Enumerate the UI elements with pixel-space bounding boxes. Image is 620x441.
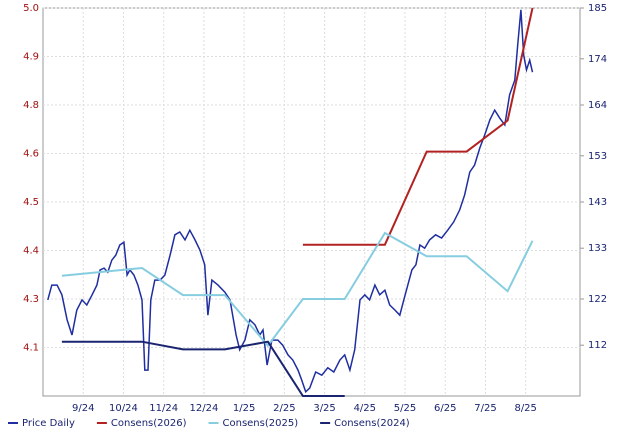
series-line [61, 231, 534, 348]
y-tick-label: 4.9 [23, 52, 39, 63]
y2-tick-label: 133 [588, 243, 607, 254]
y2-tick-label: 153 [588, 151, 607, 162]
x-tick-label: 8/25 [514, 403, 536, 414]
y-tick-label: 4.8 [23, 100, 39, 111]
legend-label: Consens(2025) [223, 418, 299, 429]
y-tick-label: 4.6 [23, 149, 39, 160]
x-tick-label: 9/24 [72, 403, 94, 414]
series-line [47, 9, 534, 394]
x-tick-label: 6/25 [434, 403, 456, 414]
y-tick-label: 5.0 [23, 3, 39, 14]
x-tick-label: 12/24 [189, 403, 218, 414]
y-tick-label: 4.4 [23, 246, 39, 257]
x-tick-label: 7/25 [474, 403, 496, 414]
y2-tick-label: 164 [588, 100, 607, 111]
x-tick-label: 3/25 [313, 403, 335, 414]
x-tick-label: 5/25 [394, 403, 416, 414]
y2-tick-label: 143 [588, 197, 607, 208]
y2-tick-label: 174 [588, 54, 607, 65]
y2-tick-label: 122 [588, 294, 607, 305]
x-tick-label: 4/25 [354, 403, 376, 414]
legend-label: Price Daily [22, 418, 75, 429]
x-tick-label: 1/25 [233, 403, 255, 414]
x-tick-label: 10/24 [109, 403, 138, 414]
series-line [61, 340, 345, 397]
series-line [302, 7, 534, 246]
y2-tick-label: 112 [588, 340, 607, 351]
legend-label: Consens(2026) [111, 418, 187, 429]
y-tick-label: 4.5 [23, 197, 39, 208]
legend-label: Consens(2024) [334, 418, 410, 429]
x-tick-label: 11/24 [149, 403, 178, 414]
y-tick-label: 4.1 [23, 343, 39, 354]
y-tick-label: 4.3 [23, 294, 39, 305]
y2-tick-label: 185 [588, 3, 607, 14]
x-tick-label: 2/25 [273, 403, 295, 414]
